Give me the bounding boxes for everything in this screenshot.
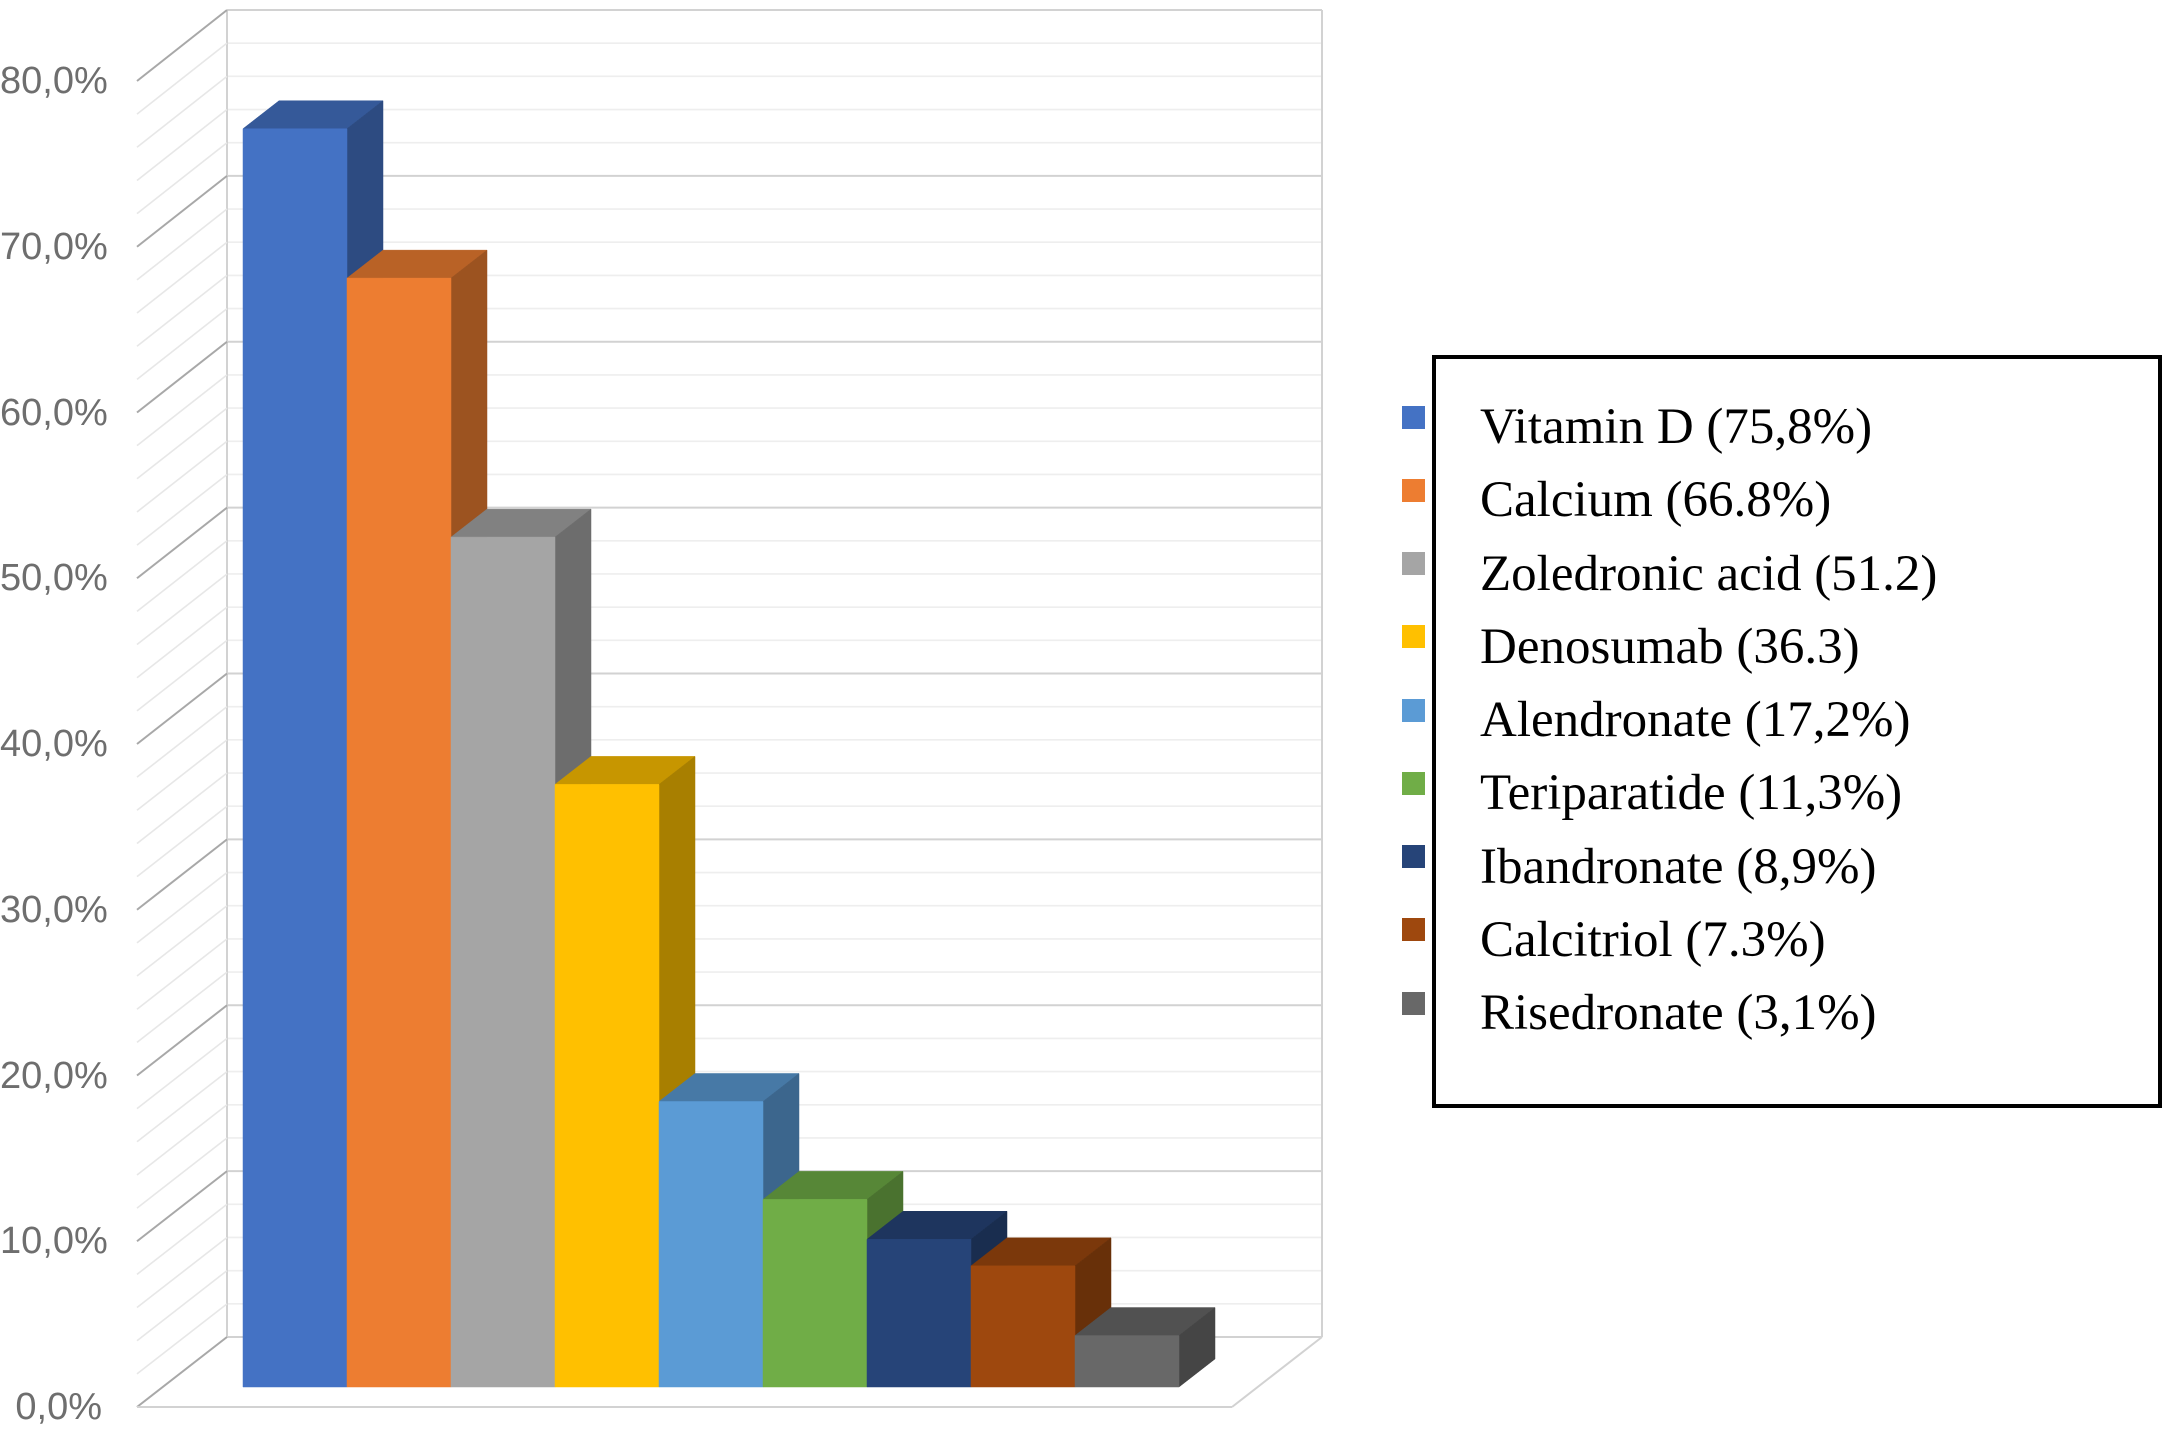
legend-item-risedronate: Risedronate (3,1%) [1480, 985, 1877, 1041]
y-axis-label-0: 0,0% [15, 1386, 102, 1428]
legend-swatch-zoledronic-acid [1402, 552, 1425, 575]
legend-swatch-calcitriol [1402, 918, 1425, 942]
y-axis-label-10: 10,0% [0, 1220, 108, 1263]
legend-swatch-calcium [1402, 478, 1425, 502]
legend-item-teriparatide: Teriparatide (11,3%) [1480, 765, 1903, 822]
y-axis-label-20: 20,0% [0, 1054, 108, 1097]
legend-item-zoledronic-acid: Zoledronic acid (51.2) [1480, 545, 1938, 602]
legend-item-calcium: Calcium (66.8%) [1480, 472, 1832, 529]
legend-box [1432, 355, 2162, 1108]
legend-swatch-vitamin-d [1402, 405, 1425, 429]
y-axis-label-50: 50,0% [0, 557, 108, 600]
legend-item-ibandronate: Ibandronate (8,9%) [1480, 838, 1877, 895]
y-axis-label-40: 40,0% [0, 723, 108, 765]
y-axis-label-80: 80,0% [0, 60, 108, 102]
y-axis-label-60: 60,0% [0, 391, 108, 434]
legend-swatch-ibandronate [1402, 845, 1425, 868]
legend-item-alendronate: Alendronate (17,2%) [1480, 692, 1911, 748]
legend-item-denosumab: Denosumab (36.3) [1480, 618, 1860, 675]
y-axis-label-70: 70,0% [0, 225, 108, 268]
legend-swatch-denosumab [1402, 625, 1425, 649]
tick-leader-lines [136, 9, 228, 1408]
bar-risedronate [1074, 1307, 1216, 1388]
left-wall-gridlines-minor [136, 42, 228, 1375]
legend-item-vitamin-d: Vitamin D (75,8%) [1480, 399, 1873, 455]
floor [137, 1336, 1323, 1408]
legend-swatch-risedronate [1402, 991, 1425, 1015]
legend-swatch-teriparatide [1402, 771, 1425, 795]
bars [242, 100, 1216, 1388]
legend-swatch-alendronate [1402, 698, 1425, 722]
y-axis-label-30: 30,0% [0, 888, 108, 931]
legend-item-calcitriol: Calcitriol (7.3%) [1480, 911, 1826, 968]
